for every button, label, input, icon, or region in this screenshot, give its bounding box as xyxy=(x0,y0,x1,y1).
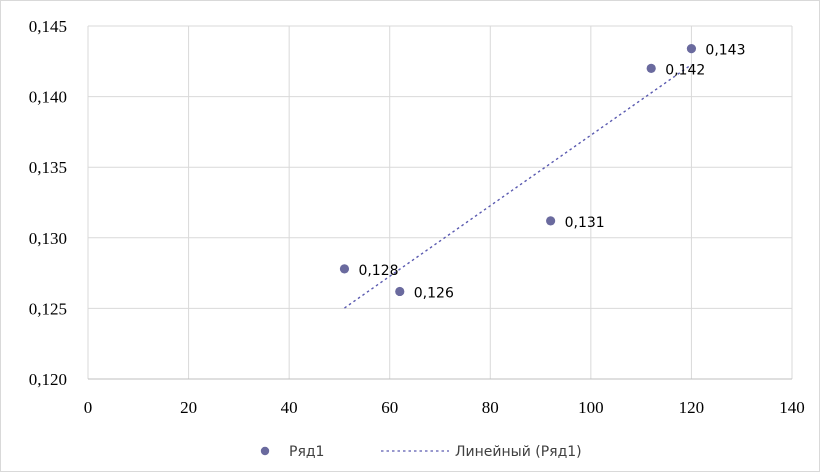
y-tick-label: 0,135 xyxy=(29,158,67,177)
points-layer xyxy=(339,43,697,297)
data-point xyxy=(646,63,656,73)
data-point xyxy=(339,264,350,274)
x-tick-label: 0 xyxy=(84,398,93,417)
data-point xyxy=(395,286,405,297)
y-tick-label: 0,125 xyxy=(29,299,67,318)
x-tick-label: 60 xyxy=(381,398,398,417)
x-tick-label: 140 xyxy=(779,398,805,417)
data-point xyxy=(546,216,556,226)
data-label: 0,131 xyxy=(565,215,605,231)
x-tick-label: 120 xyxy=(679,398,705,417)
y-tick-label: 0,145 xyxy=(29,17,67,36)
axes: 0 20 40 60 80 100 120 140 0,120 0,125 0,130 0,135 0,… xyxy=(29,17,805,417)
legend: Ряд1 Линейный (Ряд1) xyxy=(260,444,582,460)
data-label: 0,142 xyxy=(665,62,705,78)
trendline xyxy=(344,64,692,309)
data-label: 0,143 xyxy=(705,43,745,59)
x-tick-label: 20 xyxy=(180,398,197,417)
legend-label-trendline: Линейный (Ряд1) xyxy=(455,444,582,460)
legend-marker-ryad1 xyxy=(260,446,270,456)
x-tick-label: 100 xyxy=(578,398,604,417)
y-tick-label: 0,140 xyxy=(29,88,67,107)
y-tick-label: 0,130 xyxy=(29,229,67,248)
legend-label-series: Ряд1 xyxy=(289,444,324,460)
trendline-layer xyxy=(344,64,692,309)
grid xyxy=(87,25,793,380)
data-label: 0,126 xyxy=(414,285,454,301)
data-label: 0,128 xyxy=(358,263,398,279)
x-tick-label: 40 xyxy=(281,398,298,417)
x-tick-label: 80 xyxy=(482,398,499,417)
y-tick-label: 0,120 xyxy=(29,370,67,389)
data-point xyxy=(686,43,697,54)
